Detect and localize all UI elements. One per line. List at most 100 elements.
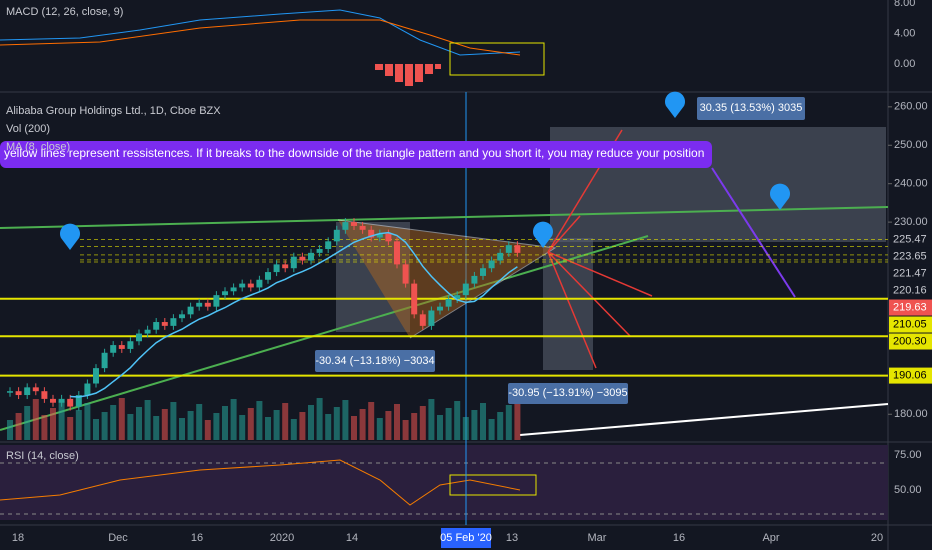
- price-label-box: [889, 299, 932, 316]
- candle: [179, 314, 185, 319]
- volume-bar: [282, 403, 289, 440]
- candle: [325, 241, 332, 250]
- candle: [394, 241, 400, 265]
- price-label: 223.65: [893, 250, 927, 262]
- candle: [153, 322, 160, 330]
- candle: [75, 395, 82, 407]
- candle: [402, 264, 409, 284]
- measure-label: -30.34 (−13.18%) −3034: [315, 355, 434, 367]
- volume-bar: [402, 420, 409, 440]
- candle: [213, 295, 220, 307]
- x-tick-label: 16: [673, 532, 685, 544]
- candle: [222, 291, 228, 296]
- volume-bar: [359, 409, 366, 440]
- candle: [84, 383, 91, 396]
- candle: [256, 279, 263, 288]
- price-label-box: [889, 282, 932, 299]
- volume-bar: [41, 415, 48, 440]
- macd-histogram: [375, 64, 441, 86]
- candle: [419, 314, 426, 326]
- candle: [110, 345, 117, 353]
- volume-bar: [480, 403, 486, 440]
- price-label: 210.05: [893, 318, 927, 330]
- trendline: [519, 403, 889, 436]
- x-tick-label: Dec: [108, 532, 128, 544]
- volume-bar: [247, 408, 254, 440]
- candle: [101, 352, 108, 369]
- candle: [204, 302, 211, 307]
- x-tick-label: 16: [191, 532, 203, 544]
- volume-bar: [101, 412, 108, 440]
- candle: [428, 310, 435, 326]
- candle: [239, 283, 246, 288]
- measure-label-box: [315, 350, 435, 372]
- volume-bar: [445, 408, 452, 440]
- volume-bar: [325, 414, 332, 440]
- macd-tick-label: 4.00: [894, 28, 915, 40]
- pins: [59, 91, 790, 250]
- y-tick-label: 180.00: [894, 408, 928, 420]
- chart-body: [0, 218, 888, 440]
- volume-bar: [368, 402, 375, 440]
- candle: [480, 268, 486, 276]
- trendline: [0, 235, 649, 431]
- volume-bar: [127, 414, 134, 440]
- volume-bar: [84, 403, 91, 440]
- volume-bar: [15, 413, 22, 440]
- candle: [316, 249, 323, 253]
- volume-bar: [222, 406, 228, 440]
- x-tick-label: 20: [871, 532, 883, 544]
- candle: [497, 252, 504, 261]
- candle: [41, 391, 48, 399]
- volume-bar: [256, 401, 263, 440]
- candle: [144, 329, 151, 334]
- volume-bar: [179, 418, 185, 440]
- volume-bar: [437, 415, 443, 440]
- candle: [308, 252, 314, 261]
- volume-bar: [376, 418, 383, 440]
- x-tick-label: Mar: [588, 532, 607, 544]
- macd-line: [0, 9, 521, 56]
- price-label: 190.06: [893, 370, 927, 382]
- candle: [368, 229, 375, 238]
- volume-bar: [385, 411, 392, 440]
- measure-label-box: [508, 383, 628, 404]
- volume-bar: [333, 407, 340, 440]
- volume-bar: [428, 399, 435, 440]
- candle: [247, 283, 254, 288]
- volume-bar: [58, 401, 65, 440]
- price-label: 220.16: [893, 284, 927, 296]
- volume-bar: [419, 406, 426, 440]
- volume-bar: [32, 399, 39, 440]
- volume-bar: [454, 401, 461, 440]
- x-tick-label: 13: [506, 532, 518, 544]
- macd-tick-label: 0.00: [894, 58, 915, 70]
- candle: [58, 398, 65, 403]
- candle: [333, 229, 340, 242]
- candle: [376, 233, 383, 238]
- volume-bar: [187, 411, 194, 440]
- x-tick-label: 2020: [270, 532, 294, 544]
- y-tick-label: 240.00: [894, 178, 928, 190]
- x-tick-label: 14: [346, 532, 358, 544]
- volume-bar: [204, 420, 211, 440]
- volume-bar: [316, 398, 323, 440]
- candle: [136, 333, 142, 342]
- volume-bar: [290, 419, 297, 440]
- volume-bar: [273, 410, 280, 440]
- candle: [50, 398, 56, 403]
- x-tick-label: 18: [12, 532, 24, 544]
- volume-bar: [239, 415, 246, 440]
- chart-title: Alibaba Group Holdings Ltd., 1D, Cboe BZ…: [6, 105, 221, 117]
- candle: [359, 225, 366, 230]
- candle: [273, 264, 280, 273]
- volume-bar: [110, 405, 117, 440]
- date-highlight: [441, 528, 491, 548]
- price-label-box: [889, 231, 932, 248]
- volume-bar: [75, 410, 82, 440]
- volume-bar: [153, 416, 160, 440]
- volume-bar: [24, 406, 31, 440]
- candle: [282, 264, 289, 269]
- candle: [161, 322, 168, 326]
- volume-bar: [230, 399, 237, 440]
